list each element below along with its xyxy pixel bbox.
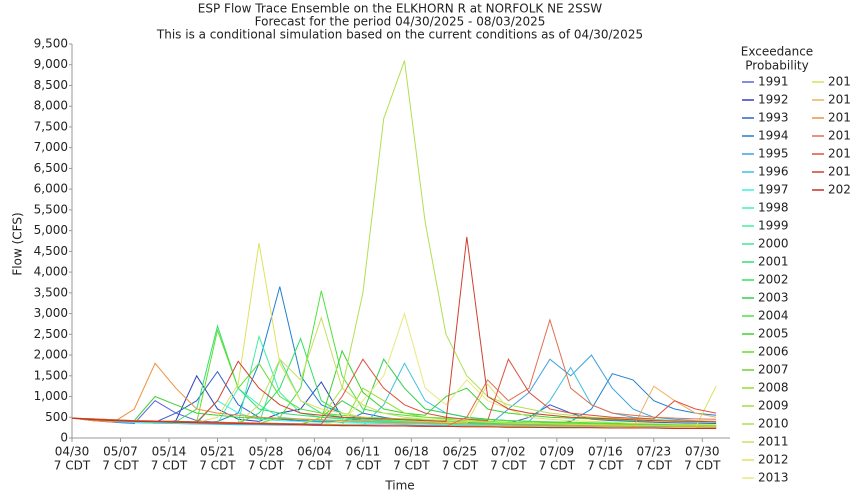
x-tick-label: 07/02 xyxy=(491,445,526,459)
legend-label: 2014 xyxy=(828,75,850,89)
legend-title: Probability xyxy=(745,59,808,73)
x-tick-sublabel: 7 CDT xyxy=(199,459,236,473)
legend-label: 1995 xyxy=(758,147,789,161)
y-tick-label: 500 xyxy=(45,410,68,424)
x-tick-sublabel: 7 CDT xyxy=(490,459,527,473)
y-tick-label: 8,000 xyxy=(34,99,68,113)
x-tick-label: 04/30 xyxy=(55,445,90,459)
legend-label: 2011 xyxy=(758,435,789,449)
chart-title: ESP Flow Trace Ensemble on the ELKHORN R… xyxy=(198,2,603,16)
legend-label: 2016 xyxy=(828,111,850,125)
legend-label: 1991 xyxy=(758,75,789,89)
legend-label: 2013 xyxy=(758,471,789,485)
x-tick-label: 05/28 xyxy=(249,445,284,459)
series-line xyxy=(71,60,717,425)
series-line xyxy=(71,316,717,427)
legend-label: 1992 xyxy=(758,93,789,107)
legend-label: 2010 xyxy=(758,417,789,431)
x-tick-sublabel: 7 CDT xyxy=(345,459,382,473)
legend-label: 2020 xyxy=(828,183,850,197)
legend-label: 2002 xyxy=(758,273,789,287)
x-tick-label: 07/23 xyxy=(637,445,672,459)
x-tick-sublabel: 7 CDT xyxy=(54,459,91,473)
series-line xyxy=(71,290,717,426)
y-tick-label: 7,000 xyxy=(34,140,68,154)
y-tick-label: 4,500 xyxy=(34,244,68,258)
x-tick-label: 06/04 xyxy=(297,445,332,459)
legend-label: 2007 xyxy=(758,363,789,377)
legend-label: 2000 xyxy=(758,237,789,251)
x-tick-sublabel: 7 CDT xyxy=(587,459,624,473)
x-tick-sublabel: 7 CDT xyxy=(442,459,479,473)
x-tick-sublabel: 7 CDT xyxy=(151,459,188,473)
x-tick-label: 07/30 xyxy=(685,445,720,459)
x-tick-sublabel: 7 CDT xyxy=(684,459,721,473)
series-line xyxy=(71,236,717,423)
x-tick-sublabel: 7 CDT xyxy=(102,459,139,473)
series-line xyxy=(71,362,717,428)
legend-label: 2018 xyxy=(828,147,850,161)
legend-label: 2015 xyxy=(828,93,850,107)
x-tick-sublabel: 7 CDT xyxy=(248,459,285,473)
legend-label: 1994 xyxy=(758,129,789,143)
y-tick-label: 7,500 xyxy=(34,119,68,133)
y-tick-label: 6,500 xyxy=(34,161,68,175)
legend-label: 1999 xyxy=(758,219,789,233)
legend-label: 2019 xyxy=(828,165,850,179)
y-tick-label: 3,500 xyxy=(34,285,68,299)
y-tick-label: 9,000 xyxy=(34,57,68,71)
legend-label: 1993 xyxy=(758,111,789,125)
legend-label: 2012 xyxy=(758,453,789,467)
legend-label: 2017 xyxy=(828,129,850,143)
y-tick-label: 6,000 xyxy=(34,182,68,196)
y-tick-label: 1,500 xyxy=(34,368,68,382)
y-tick-label: 5,500 xyxy=(34,202,68,216)
y-tick-label: 5,000 xyxy=(34,223,68,237)
x-tick-label: 05/07 xyxy=(103,445,138,459)
y-tick-label: 3,000 xyxy=(34,306,68,320)
chart-subtitle: Forecast for the period 04/30/2025 - 08/… xyxy=(255,15,546,29)
series-line xyxy=(71,354,717,427)
x-tick-sublabel: 7 CDT xyxy=(393,459,430,473)
y-tick-label: 2,500 xyxy=(34,327,68,341)
chart-subtitle: This is a conditional simulation based o… xyxy=(156,28,643,42)
x-tick-label: 05/21 xyxy=(200,445,235,459)
x-tick-label: 06/11 xyxy=(346,445,381,459)
y-tick-label: 9,500 xyxy=(34,37,68,51)
legend-label: 2003 xyxy=(758,291,789,305)
x-tick-label: 07/16 xyxy=(588,445,623,459)
legend-label: 2008 xyxy=(758,381,789,395)
x-tick-label: 06/18 xyxy=(394,445,429,459)
legend-label: 1998 xyxy=(758,201,789,215)
legend-label: 1996 xyxy=(758,165,789,179)
y-axis-label: Flow (CFS) xyxy=(11,212,25,275)
x-tick-sublabel: 7 CDT xyxy=(296,459,333,473)
series-line xyxy=(71,243,717,426)
series-line xyxy=(71,286,717,425)
legend-label: 2004 xyxy=(758,309,789,323)
y-tick-label: 1,000 xyxy=(34,389,68,403)
legend-label: 2005 xyxy=(758,327,789,341)
legend-label: 2009 xyxy=(758,399,789,413)
y-tick-label: 2,000 xyxy=(34,348,68,362)
legend-label: 2001 xyxy=(758,255,789,269)
y-tick-label: 8,500 xyxy=(34,78,68,92)
series-line xyxy=(71,311,717,425)
x-tick-label: 06/25 xyxy=(443,445,478,459)
x-tick-sublabel: 7 CDT xyxy=(539,459,576,473)
legend-label: 2006 xyxy=(758,345,789,359)
x-tick-label: 05/14 xyxy=(152,445,187,459)
series-line xyxy=(71,417,717,429)
legend-title: Exceedance xyxy=(741,45,813,59)
legend-label: 1997 xyxy=(758,183,789,197)
y-tick-label: 0 xyxy=(60,431,68,445)
y-tick-label: 4,000 xyxy=(34,265,68,279)
x-tick-sublabel: 7 CDT xyxy=(636,459,673,473)
series-line xyxy=(71,349,717,423)
x-tick-label: 07/09 xyxy=(540,445,575,459)
x-axis-label: Time xyxy=(384,479,414,493)
